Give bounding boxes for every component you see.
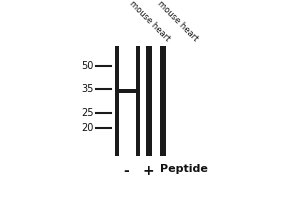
Text: 35: 35 bbox=[81, 84, 93, 94]
Text: mouse heart: mouse heart bbox=[128, 0, 172, 43]
Bar bbox=[136, 46, 140, 156]
Text: +: + bbox=[142, 164, 154, 178]
Bar bbox=[160, 46, 166, 156]
Bar bbox=[115, 89, 140, 93]
Text: 25: 25 bbox=[81, 108, 93, 118]
Bar bbox=[146, 46, 152, 156]
Text: 20: 20 bbox=[81, 123, 93, 133]
Text: mouse heart: mouse heart bbox=[155, 0, 200, 43]
Text: Peptide: Peptide bbox=[160, 164, 208, 174]
Text: 50: 50 bbox=[81, 61, 93, 71]
Bar bbox=[119, 46, 136, 156]
Text: -: - bbox=[124, 164, 130, 178]
Bar bbox=[115, 46, 119, 156]
